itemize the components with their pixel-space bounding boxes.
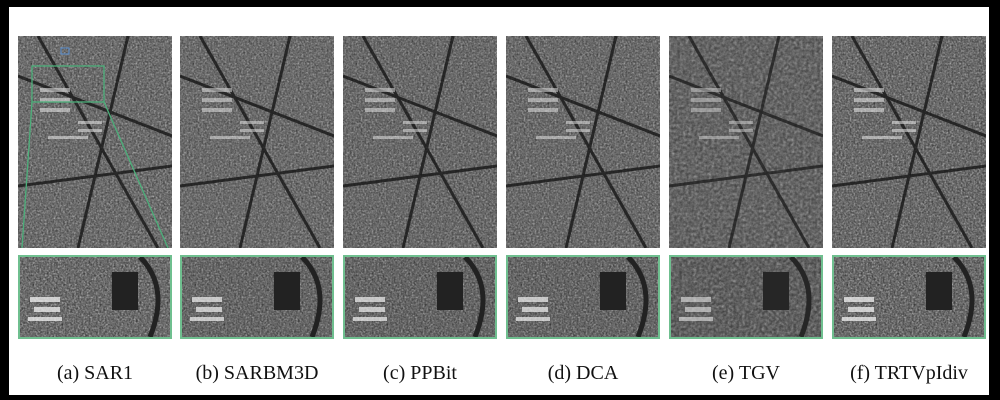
panel-sarbm3d	[180, 36, 334, 342]
sar-image-main	[669, 36, 823, 248]
sar-image-main	[343, 36, 497, 248]
caption-b: (b) SARBM3D	[195, 362, 319, 384]
panel-tgv	[669, 36, 823, 342]
sar-image-main	[180, 36, 334, 248]
sar-image-zoom	[180, 255, 334, 339]
sar-image-zoom	[832, 255, 986, 339]
caption-e: (e) TGV	[712, 362, 780, 384]
sar-image-zoom	[18, 255, 172, 339]
sar-image-zoom	[343, 255, 497, 339]
sar-image-main	[18, 36, 172, 248]
sar-image-main	[506, 36, 660, 248]
panel-trtvpidiv	[832, 36, 986, 342]
figure-frame: (a) SAR1 (b) SARBM3D (c) PPBit (d) DCA (…	[9, 7, 989, 395]
sar-image-zoom	[669, 255, 823, 339]
caption-a: (a) SAR1	[56, 362, 134, 384]
caption-c: (c) PPBit	[383, 362, 457, 384]
panel-ppbit	[343, 36, 497, 342]
sar-image-zoom	[506, 255, 660, 339]
caption-d: (d) DCA	[547, 362, 619, 384]
caption-f: (f) TRTVpIdiv	[850, 362, 968, 384]
panel-sar1	[18, 36, 172, 342]
panel-dca	[506, 36, 660, 342]
sar-image-main	[832, 36, 986, 248]
